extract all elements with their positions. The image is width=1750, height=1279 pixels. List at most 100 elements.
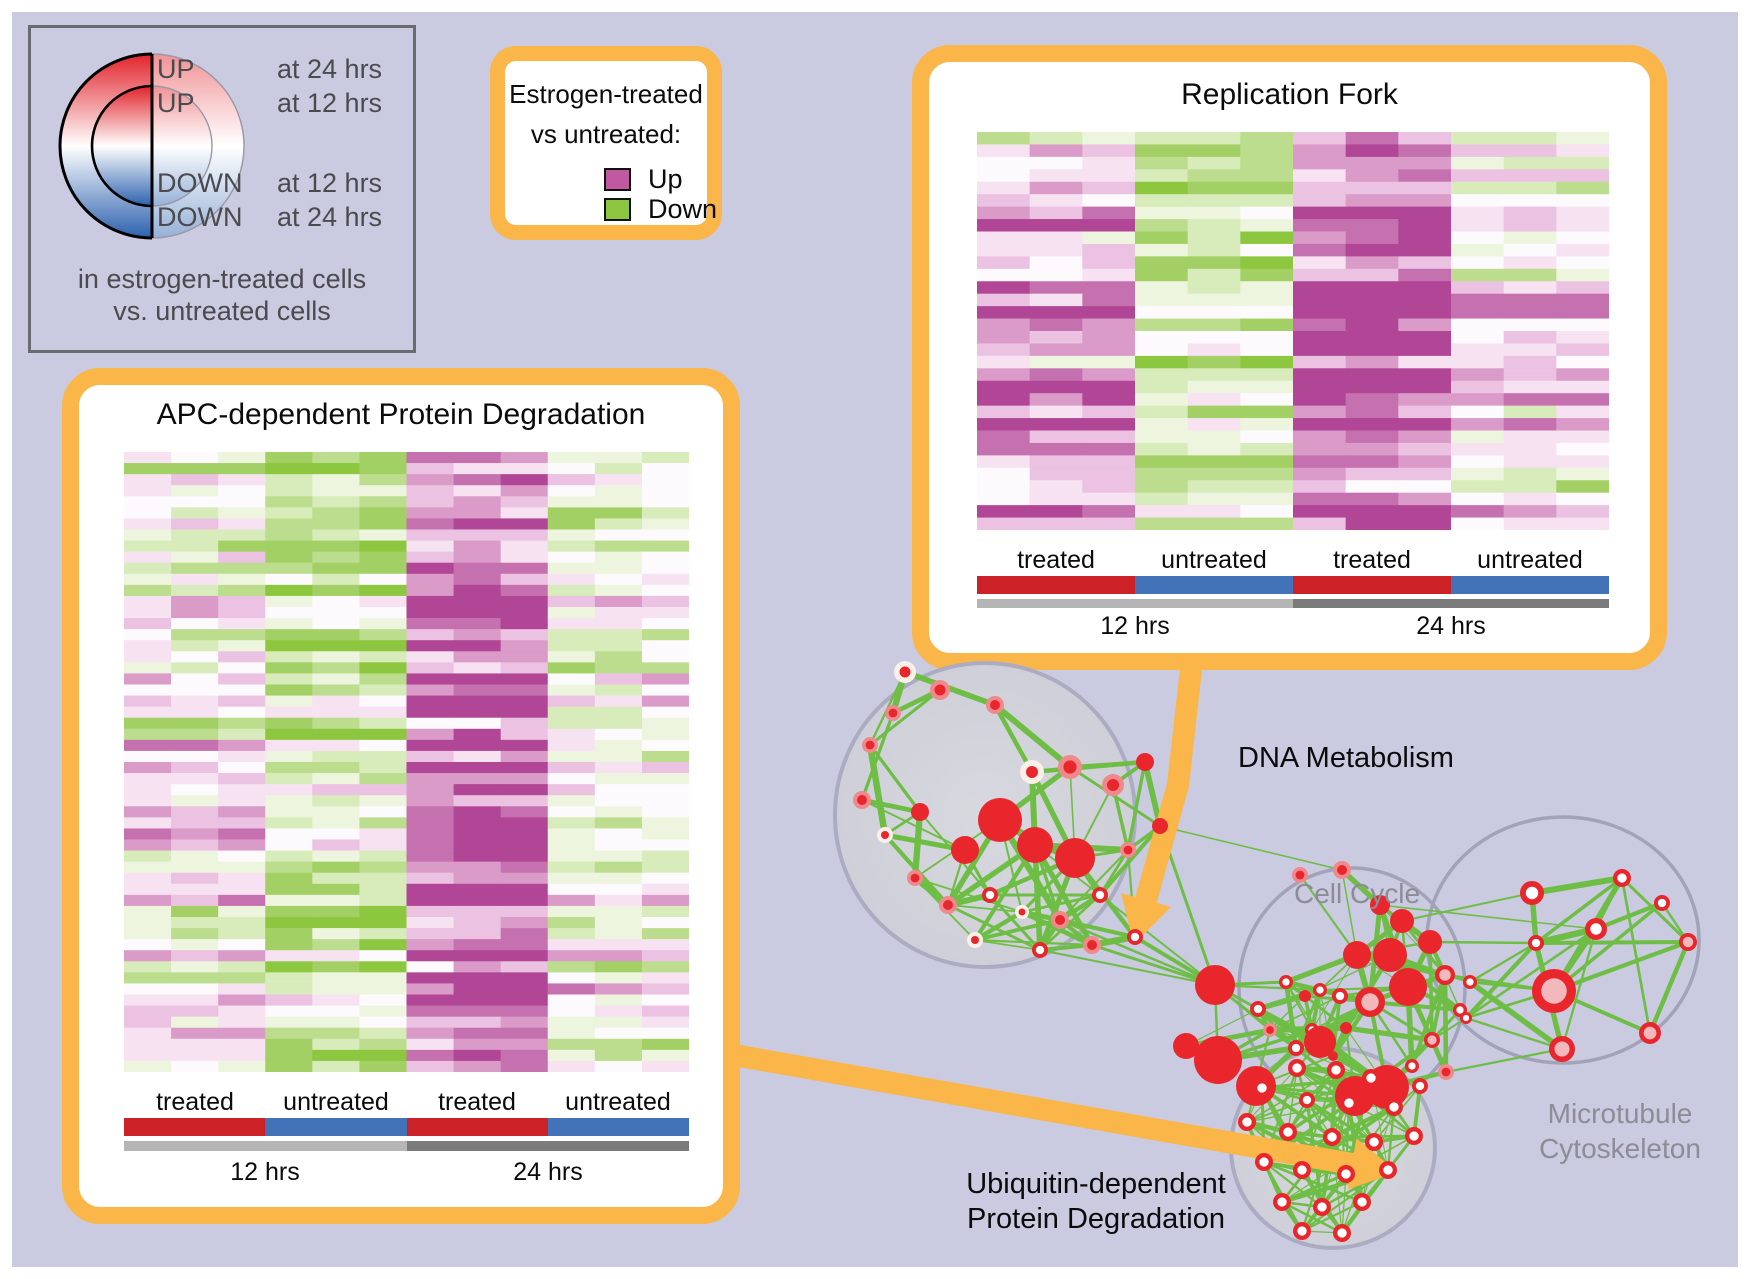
heatmap-cell	[312, 607, 360, 619]
heatmap-cell	[977, 281, 1031, 295]
heatmap-cell	[1240, 318, 1294, 332]
heatmap-cell	[406, 894, 454, 907]
heatmap-cell	[171, 695, 219, 708]
heatmap-cell	[124, 762, 172, 774]
heatmap-cell	[1082, 318, 1136, 332]
heatmap-cell	[977, 480, 1031, 494]
rf-group-label: treated	[1333, 546, 1411, 574]
heatmap-cell	[500, 1005, 549, 1018]
heatmap-cell	[218, 994, 266, 1006]
heatmap-cell	[171, 540, 219, 553]
heatmap-cell	[1293, 318, 1347, 332]
heatmap-cell	[547, 518, 596, 530]
heatmap-cell	[547, 562, 596, 575]
heatmap-cell	[1029, 455, 1083, 469]
heatmap-cell	[500, 595, 549, 608]
heatmap-cell	[265, 640, 313, 652]
heatmap-cell	[312, 529, 360, 541]
heatmap-cell	[312, 828, 360, 840]
heatmap-cell	[171, 861, 219, 874]
heatmap-cell	[500, 917, 549, 929]
heatmap-cell	[1029, 430, 1083, 444]
heatmap-cell	[1345, 492, 1399, 506]
heatmap-cell	[265, 894, 313, 907]
heatmap-cell	[977, 268, 1031, 282]
heatmap-cell	[312, 1016, 360, 1029]
heatmap-cell	[171, 839, 219, 851]
heatmap-cell	[641, 640, 689, 652]
heatmap-cell	[1556, 194, 1609, 208]
heatmap-cell	[1135, 418, 1189, 431]
rf-group-label: untreated	[1477, 546, 1583, 574]
heatmap-cell	[1187, 256, 1241, 270]
heatmap-cell	[359, 872, 407, 885]
heatmap-cell	[1345, 243, 1399, 257]
ring-row-dir: UP	[157, 88, 195, 118]
heatmap-cell	[171, 584, 219, 597]
heatmap-cell	[1082, 293, 1136, 307]
apc-heatmap	[124, 452, 689, 1072]
heatmap-cell	[1503, 467, 1557, 481]
heatmap-cell	[1135, 368, 1189, 382]
heatmap-cell	[1398, 492, 1452, 506]
heatmap-cell	[1398, 306, 1452, 319]
heatmap-cell	[218, 750, 266, 763]
heatmap-cell	[359, 762, 407, 774]
heatmap-cell	[547, 939, 596, 951]
heatmap-cell	[171, 994, 219, 1006]
heatmap-cell	[406, 573, 454, 586]
heatmap-cell	[594, 817, 643, 829]
heatmap-cell	[1503, 393, 1557, 407]
heatmap-cell	[218, 463, 266, 475]
heatmap-cell	[594, 762, 643, 774]
heatmap-cell	[171, 1060, 219, 1072]
heatmap-cell	[1345, 480, 1399, 494]
heatmap-cell	[1293, 243, 1347, 257]
heatmap-cell	[453, 994, 502, 1006]
heatmap-cell	[359, 806, 407, 818]
heatmap-cell	[406, 1016, 454, 1029]
heatmap-cell	[453, 739, 502, 752]
heatmap-cell	[1398, 132, 1452, 145]
heatmap-cell	[218, 861, 266, 874]
heatmap-cell	[500, 584, 549, 597]
heatmap-cell	[1135, 169, 1189, 183]
heatmap-cell	[359, 883, 407, 896]
heatmap-cell	[1293, 231, 1347, 245]
heatmap-cell	[1556, 219, 1609, 232]
heatmap-cell	[594, 728, 643, 741]
heatmap-cell	[218, 706, 266, 719]
heatmap-cell	[594, 806, 643, 818]
heatmap-cell	[1556, 231, 1609, 245]
heatmap-cell	[171, 518, 219, 530]
heatmap-cell	[641, 474, 689, 486]
heatmap-cell	[124, 773, 172, 785]
heatmap-cell	[1240, 293, 1294, 307]
heatmap-cell	[406, 839, 454, 851]
heatmap-cell	[1398, 293, 1452, 307]
heatmap-cell	[641, 507, 689, 519]
heatmap-cell	[124, 684, 172, 696]
heatmap-cell	[1135, 331, 1189, 344]
heatmap-cell	[124, 485, 172, 497]
heatmap-cell	[218, 806, 266, 818]
heatmap-cell	[359, 928, 407, 940]
heatmap-cell	[594, 972, 643, 984]
heatmap-cell	[124, 695, 172, 708]
heatmap-cell	[218, 939, 266, 951]
heatmap-cell	[1187, 169, 1241, 183]
heatmap-cell	[171, 1038, 219, 1051]
heatmap-cell	[359, 850, 407, 863]
heatmap-cell	[1135, 455, 1189, 469]
heatmap-cell	[1451, 231, 1505, 245]
heatmap-cell	[1187, 181, 1241, 195]
heatmap-cell	[547, 795, 596, 807]
heatmap-cell	[265, 806, 313, 818]
heatmap-cell	[265, 496, 313, 508]
heatmap-cell	[1556, 418, 1609, 431]
heatmap-cell	[500, 839, 549, 851]
down-color-swatch	[604, 198, 631, 221]
heatmap-cell	[977, 169, 1031, 183]
heatmap-cell	[641, 706, 689, 719]
heatmap-cell	[453, 795, 502, 807]
